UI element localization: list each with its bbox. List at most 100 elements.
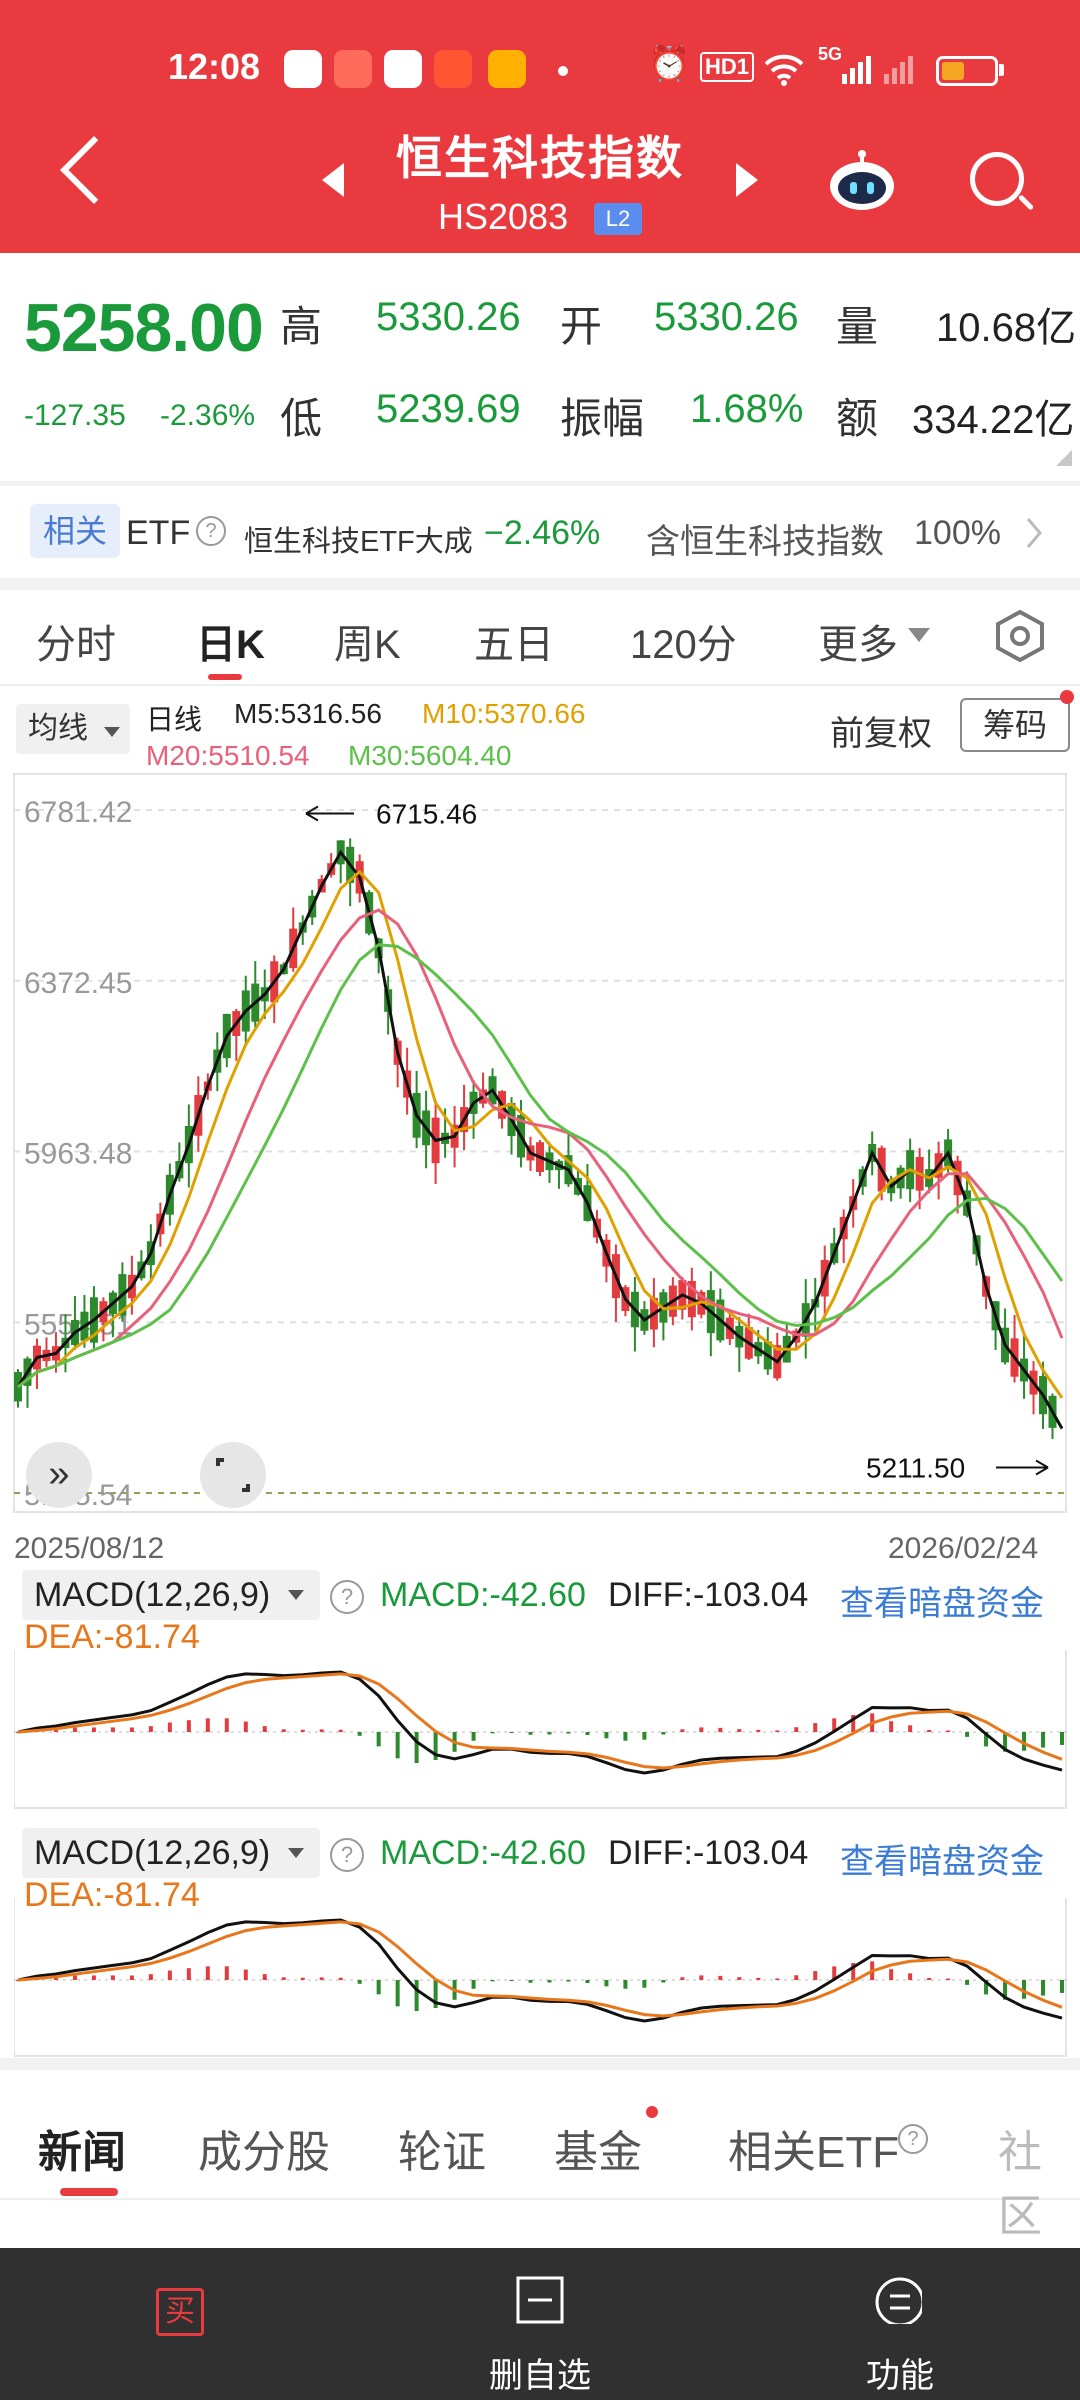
macd-bar bbox=[775, 1978, 780, 1980]
price-change: -127.35 bbox=[24, 399, 126, 432]
macd-bar bbox=[300, 1977, 305, 1980]
ai-assistant-icon[interactable] bbox=[826, 148, 898, 212]
notification-dot bbox=[646, 2106, 658, 2118]
tab-five-day[interactable]: 五日 bbox=[474, 623, 554, 667]
macd-bar bbox=[1022, 1980, 1027, 1999]
tab-news[interactable]: 新闻 bbox=[38, 2128, 126, 2177]
tab-weekly-k[interactable]: 周K bbox=[334, 623, 401, 667]
buy-button[interactable]: 买 bbox=[80, 2248, 280, 2400]
dark-pool-link-1[interactable]: 查看暗盘资金 bbox=[840, 1585, 1044, 1623]
expand-sidebar-button[interactable]: » bbox=[26, 1442, 92, 1508]
ma-line-m20 bbox=[17, 908, 1064, 1388]
macd-bar bbox=[205, 1966, 210, 1980]
macd-bar bbox=[566, 1732, 571, 1734]
macd-bar bbox=[585, 1732, 590, 1736]
kline-chart[interactable]: 6781.426372.455963.485554.515145.546715.… bbox=[0, 770, 1080, 1526]
help-icon[interactable]: ? bbox=[196, 516, 226, 546]
macd-bar bbox=[623, 1732, 628, 1741]
tab-120min[interactable]: 120分 bbox=[630, 623, 737, 667]
macd-bar bbox=[262, 1974, 267, 1980]
dea-value-2: DEA:-81.74 bbox=[24, 1876, 200, 1914]
macd-bar bbox=[91, 1727, 96, 1732]
last-price: 5258.00 bbox=[24, 290, 264, 366]
video-app-icon bbox=[334, 50, 372, 88]
macd-bar bbox=[984, 1980, 989, 1995]
macd-title-2: MACD(12,26,9) bbox=[34, 1834, 271, 1872]
amplitude-value: 1.68% bbox=[690, 387, 804, 431]
chips-button[interactable]: 筹码 bbox=[960, 698, 1070, 752]
help-icon[interactable]: ? bbox=[330, 1838, 364, 1872]
low-marker-label: 5211.50 bbox=[866, 1452, 965, 1483]
macd-value-1: MACD:-42.60 bbox=[380, 1576, 586, 1614]
adjust-toggle[interactable]: 前复权 bbox=[830, 715, 932, 753]
macd-bar bbox=[946, 1730, 951, 1732]
settings-icon[interactable] bbox=[994, 608, 1046, 664]
macd-bar bbox=[16, 1980, 20, 1981]
macd-bar bbox=[53, 1976, 58, 1980]
macd-bar bbox=[661, 1980, 666, 1983]
low-label: 低 bbox=[280, 395, 323, 442]
macd-bar bbox=[433, 1980, 438, 2008]
macd-bar bbox=[224, 1718, 229, 1732]
macd-bar bbox=[794, 1727, 799, 1732]
dark-pool-link-2[interactable]: 查看暗盘资金 bbox=[840, 1843, 1044, 1881]
macd-bar bbox=[984, 1732, 989, 1747]
expand-quote-icon[interactable] bbox=[1056, 450, 1072, 466]
macd-bar bbox=[357, 1732, 362, 1736]
previous-stock-button[interactable] bbox=[322, 163, 344, 197]
macd-bar bbox=[72, 1727, 77, 1732]
tab-intraday[interactable]: 分时 bbox=[36, 623, 116, 667]
macd-frame bbox=[14, 1898, 1067, 2057]
wifi-icon bbox=[764, 54, 804, 86]
hd-icon: HD1 bbox=[700, 52, 755, 82]
macd-title-1: MACD(12,26,9) bbox=[34, 1576, 271, 1614]
macd-bar bbox=[547, 1980, 552, 1983]
ma-line-m10 bbox=[17, 869, 1064, 1399]
network-type-icon: 5G bbox=[818, 44, 843, 64]
macd-bar bbox=[680, 1977, 685, 1980]
function-button[interactable]: 功能 bbox=[800, 2248, 1000, 2400]
macd-bar bbox=[148, 1726, 153, 1732]
l2-badge: L2 bbox=[594, 203, 642, 235]
macd-bar bbox=[490, 1980, 495, 1982]
volume-value: 10.68亿 bbox=[936, 306, 1077, 350]
macd-bar bbox=[471, 1980, 476, 1989]
tab-funds[interactable]: 基金 bbox=[554, 2128, 642, 2177]
tab-warrants[interactable]: 轮证 bbox=[398, 2128, 486, 2177]
notification-dot bbox=[1060, 690, 1074, 704]
back-button[interactable] bbox=[60, 136, 128, 204]
search-icon[interactable] bbox=[970, 152, 1024, 206]
amount-label: 额 bbox=[836, 395, 879, 442]
etf-holding-pct: 100% bbox=[914, 514, 1001, 552]
tab-community[interactable]: 社区 bbox=[998, 2128, 1042, 2241]
tab-related-etf[interactable]: 相关ETF bbox=[728, 2128, 900, 2177]
chevron-down-icon bbox=[288, 1590, 304, 1600]
macd-bar bbox=[471, 1732, 476, 1741]
tab-more[interactable]: 更多 bbox=[818, 623, 898, 667]
macd-bar bbox=[509, 1732, 514, 1733]
macd-bar bbox=[813, 1723, 818, 1732]
ma5-value: M5:5316.56 bbox=[234, 698, 382, 729]
shop-app-icon bbox=[434, 50, 472, 88]
indicator-selector-1[interactable] bbox=[22, 1570, 320, 1620]
remove-watchlist-button[interactable]: 删自选 bbox=[440, 2248, 640, 2400]
fullscreen-button[interactable] bbox=[200, 1442, 266, 1508]
macd-bar bbox=[509, 1980, 514, 1981]
ma-line-m5 bbox=[16, 849, 1064, 1430]
macd-bar bbox=[167, 1722, 172, 1732]
indicator-selector-2[interactable] bbox=[22, 1828, 320, 1878]
tab-daily-k[interactable]: 日K bbox=[196, 623, 265, 667]
tab-constituents[interactable]: 成分股 bbox=[198, 2128, 330, 2177]
macd-bar bbox=[528, 1732, 533, 1735]
macd-bar bbox=[1041, 1980, 1046, 1996]
dea-line bbox=[17, 1920, 1063, 2018]
etf-change: −2.46% bbox=[484, 514, 601, 552]
next-stock-button[interactable] bbox=[736, 163, 758, 197]
macd-bar bbox=[813, 1971, 818, 1980]
macd-bar bbox=[281, 1729, 286, 1732]
related-etf-row[interactable]: 相关 ETF ? 恒生科技ETF大成 −2.46% 含恒生科技指数 100% bbox=[0, 486, 1080, 578]
help-icon[interactable]: ? bbox=[330, 1580, 364, 1614]
macd-bar bbox=[186, 1968, 191, 1980]
help-icon[interactable]: ? bbox=[898, 2124, 928, 2154]
dea-value-1: DEA:-81.74 bbox=[24, 1618, 200, 1656]
